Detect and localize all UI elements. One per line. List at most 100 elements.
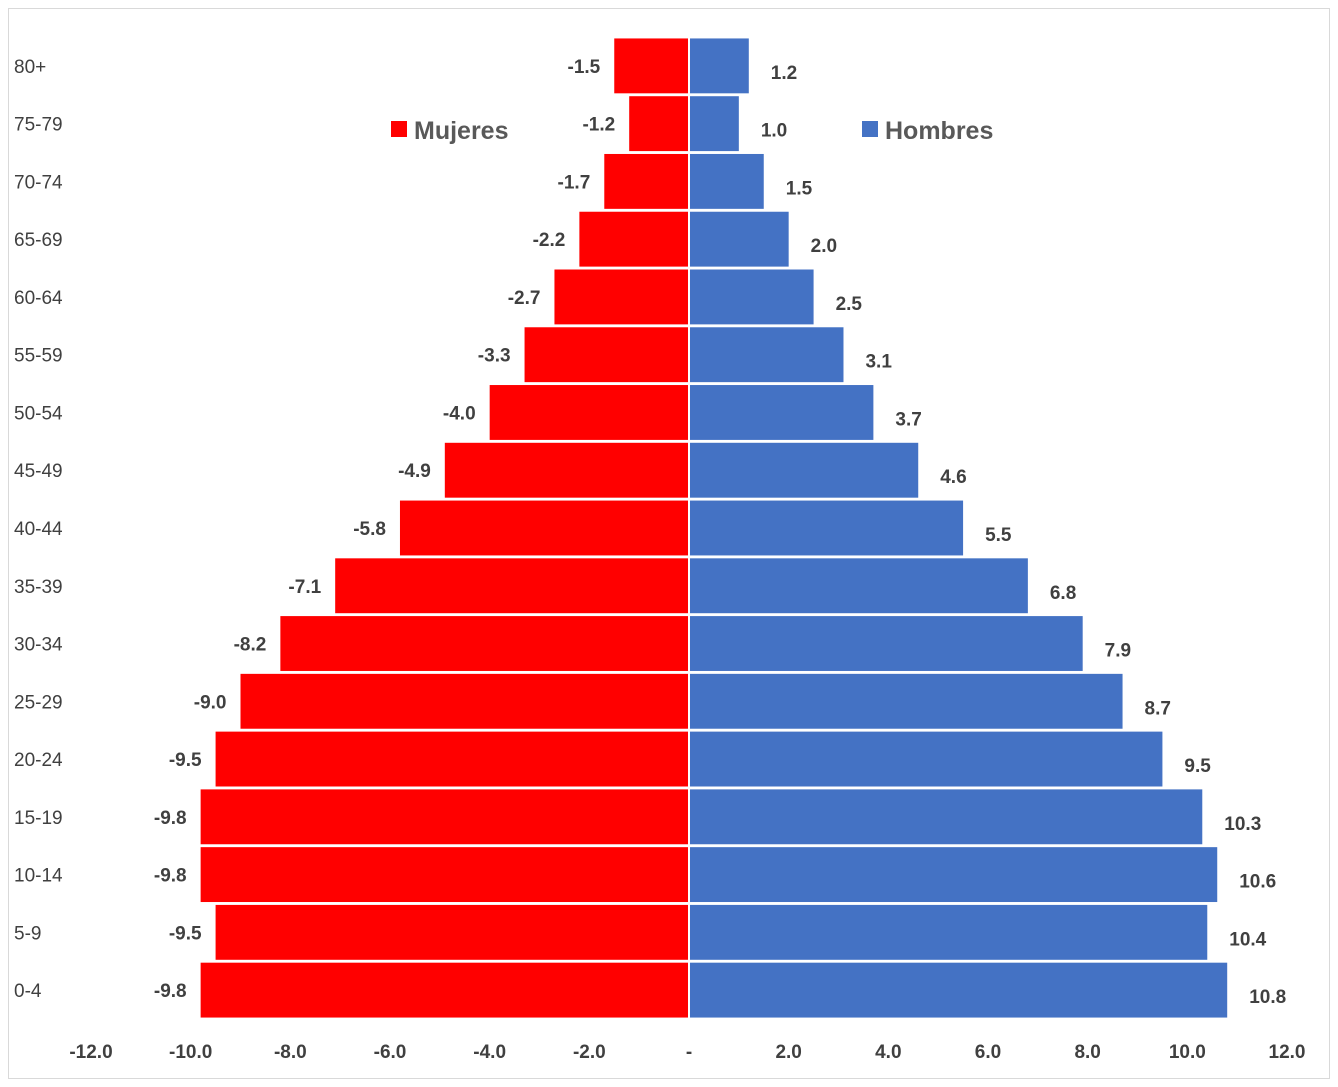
y-axis-category-labels: 80+ 75-79 70-74 65-69 60-64 55-59 50-54 45-49 40… [14, 57, 63, 1002]
legend: Mujeres Hombres [391, 117, 993, 145]
data-label-mujeres: -1.7 [558, 172, 591, 193]
category-label: 30-34 [14, 635, 63, 656]
category-label: 50-54 [14, 403, 63, 424]
bar-hombres [690, 153, 764, 209]
bar-hombres [690, 327, 844, 383]
data-label-hombres: 1.0 [761, 121, 787, 142]
data-label-mujeres: -9.5 [169, 750, 202, 771]
bar-hombres [690, 847, 1218, 903]
bar-mujeres [215, 904, 690, 960]
data-label-mujeres: -1.5 [568, 57, 601, 78]
data-label-mujeres: -1.2 [582, 115, 615, 136]
bar-mujeres [554, 269, 689, 325]
bar-mujeres [489, 385, 689, 440]
bar-hombres [690, 269, 814, 325]
x-axis-tick-labels: -12.0 -10.0 -8.0 -6.0 -4.0 -2.0-2.0 4.0 6.0 8.0 1… [69, 1042, 1305, 1063]
data-label-hombres: 10.4 [1229, 929, 1266, 950]
x-tick-label: - [686, 1042, 692, 1063]
bar-hombres [690, 673, 1123, 729]
data-label-hombres: 10.8 [1249, 987, 1286, 1008]
legend-swatch-hombres [862, 121, 878, 137]
bar-mujeres [629, 96, 689, 152]
x-tick-label: 12.0 [1269, 1042, 1306, 1063]
bar-hombres [690, 904, 1208, 960]
bar-mujeres [240, 673, 689, 729]
bar-mujeres [200, 847, 689, 903]
series-mujeres [200, 37, 690, 1019]
legend-swatch-mujeres [391, 121, 407, 137]
legend-label-mujeres: Mujeres [414, 117, 508, 145]
data-label-hombres: 3.7 [895, 409, 921, 430]
x-tick-label: 8.0 [1074, 1042, 1100, 1063]
data-label-hombres: 4.6 [940, 467, 966, 488]
bar-mujeres [604, 153, 689, 209]
bar-hombres [690, 211, 789, 267]
data-label-hombres: 7.9 [1105, 641, 1131, 662]
x-tick-label: 6.0 [975, 1042, 1001, 1063]
category-label: 40-44 [14, 519, 63, 540]
data-label-mujeres: -8.2 [234, 635, 267, 656]
category-label: 20-24 [14, 750, 63, 771]
data-label-mujeres: -9.8 [154, 808, 187, 829]
bar-mujeres [524, 327, 689, 383]
category-label: 35-39 [14, 577, 63, 598]
data-label-mujeres: -4.9 [398, 461, 431, 482]
bar-hombres [690, 558, 1028, 614]
bar-hombres [690, 731, 1163, 787]
x-tick-label: -6.0 [374, 1042, 407, 1063]
legend-label-hombres: Hombres [885, 117, 993, 145]
data-labels: -1.5 1.2 -1.2 1.0 -1.7 1.5 -2.2 2.0 -2.7 2.5 -3.3 3… [154, 57, 1286, 1008]
series-hombres [690, 38, 1228, 1018]
bar-mujeres [579, 211, 689, 267]
bar-mujeres [614, 38, 689, 94]
category-label: 80+ [14, 57, 46, 78]
category-label: 25-29 [14, 692, 63, 713]
bar-hombres [690, 442, 919, 498]
data-label-hombres: 10.3 [1224, 814, 1261, 835]
data-label-mujeres: -2.2 [533, 230, 566, 251]
data-label-mujeres: -7.1 [288, 577, 321, 598]
data-label-hombres: 9.5 [1184, 756, 1211, 777]
data-label-hombres: 2.0 [811, 236, 837, 257]
x-tick-label: 10.0 [1169, 1042, 1206, 1063]
category-label: 45-49 [14, 461, 63, 482]
bar-mujeres [399, 500, 689, 556]
data-label-mujeres: -9.8 [154, 981, 187, 1002]
data-label-mujeres: -9.5 [169, 923, 202, 944]
data-label-mujeres: -3.3 [478, 346, 511, 367]
category-label: 10-14 [14, 866, 63, 887]
x-tick-label: -2.0 [573, 1042, 606, 1063]
bar-mujeres [200, 962, 689, 1018]
x-tick-label: 2.0 [775, 1042, 801, 1063]
data-label-hombres: 1.2 [771, 63, 797, 84]
x-tick-label: -10.0 [169, 1042, 212, 1063]
data-label-hombres: 8.7 [1145, 698, 1171, 719]
bar-mujeres [335, 558, 689, 614]
bar-mujeres [444, 442, 689, 498]
data-label-mujeres: -4.0 [443, 403, 476, 424]
category-label: 55-59 [14, 346, 63, 367]
data-label-mujeres: -5.8 [353, 519, 386, 540]
category-label: 0-4 [14, 981, 42, 1002]
bar-hombres [690, 616, 1083, 671]
x-tick-label: -12.0 [69, 1042, 112, 1063]
data-label-mujeres: -2.7 [508, 288, 541, 309]
bar-hombres [690, 38, 749, 94]
data-label-mujeres: -9.8 [154, 866, 187, 887]
bar-mujeres [200, 789, 689, 845]
bar-mujeres [280, 616, 689, 671]
data-label-hombres: 10.6 [1239, 872, 1276, 893]
bar-hombres [690, 385, 874, 440]
category-label: 60-64 [14, 288, 63, 309]
data-label-hombres: 3.1 [865, 352, 892, 373]
category-label: 65-69 [14, 230, 63, 251]
x-tick-label: 4.0 [875, 1042, 901, 1063]
category-label: 15-19 [14, 808, 63, 829]
x-tick-label: -8.0 [274, 1042, 307, 1063]
data-label-hombres: 6.8 [1050, 583, 1076, 604]
x-tick-label: -4.0 [473, 1042, 506, 1063]
bar-hombres [690, 96, 739, 152]
category-label: 75-79 [14, 115, 63, 136]
category-label: 5-9 [14, 923, 41, 944]
